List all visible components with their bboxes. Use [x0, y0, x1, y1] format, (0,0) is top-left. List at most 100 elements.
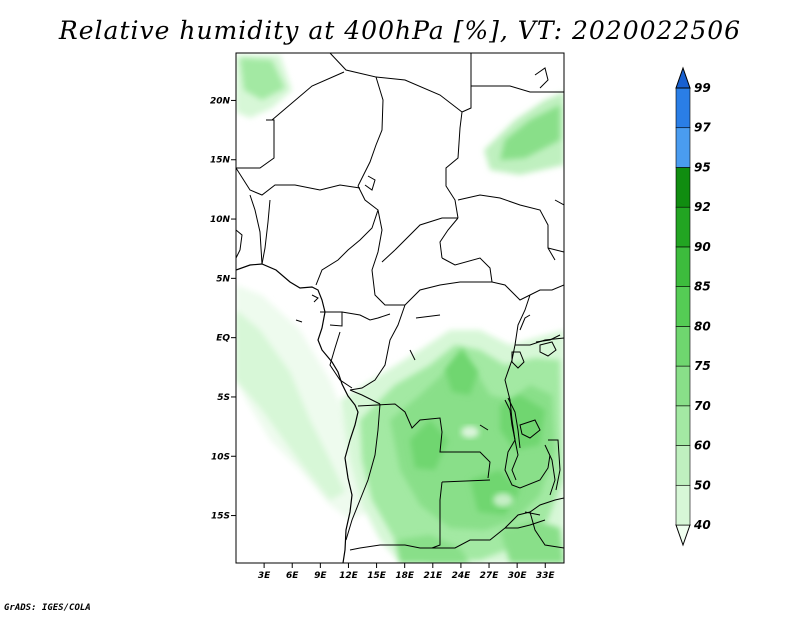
lat-tick-label: 5N — [216, 274, 230, 284]
boundary-line — [349, 389, 381, 405]
chart-title: Relative humidity at 400hPa [%], VT: 202… — [58, 16, 742, 45]
colorbar-label: 60 — [694, 439, 711, 453]
lake-outline — [507, 397, 521, 449]
boundary-line — [315, 185, 379, 286]
boundary-line — [514, 294, 531, 346]
lat-tick-label: 20N — [210, 96, 231, 106]
colorbar-bin — [675, 326, 691, 367]
boundary-line — [320, 311, 343, 327]
river-outline — [524, 511, 541, 516]
humidity-area-se-patch — [500, 520, 564, 563]
boundary-line — [381, 249, 396, 263]
river-outline — [364, 175, 376, 191]
boundary-line — [554, 199, 564, 206]
colorbar-bin — [675, 484, 691, 526]
colorbar-label: 80 — [694, 319, 711, 333]
colorbar: 40 50 60 70 75 80 85 90 92 95 97 99 — [675, 66, 711, 547]
lon-tick-label: 12E — [339, 571, 359, 581]
boundary-line — [371, 209, 405, 306]
boundary-line — [236, 167, 361, 196]
humidity-shading — [236, 55, 564, 563]
humidity-area-west-band — [236, 285, 372, 520]
boundary-line — [341, 311, 391, 321]
humidity-area-west-band-2 — [236, 310, 345, 500]
boundary-line — [471, 85, 564, 93]
lake-outline — [504, 399, 519, 481]
colorbar-bin — [675, 365, 691, 407]
lat-tick-label: 15N — [210, 156, 231, 166]
boundary-line — [394, 217, 458, 251]
lake-outline — [544, 444, 556, 496]
map-frame — [235, 52, 565, 564]
colorbar-max-triangle — [675, 66, 691, 89]
lake-outline — [511, 351, 525, 369]
boundary-line — [357, 403, 491, 479]
boundary-line — [236, 119, 275, 169]
boundary-line — [445, 53, 472, 219]
river-outline — [311, 294, 319, 303]
humidity-area-nw-core — [240, 58, 285, 100]
map-axes: 20N 15N 10N 5N EQ 5S 10S 15S 3E 6E 9E 12E 15E 18E 21E 2… — [210, 96, 556, 581]
lake-outline — [519, 419, 541, 439]
river-outline — [534, 67, 549, 89]
colorbar-bin — [675, 445, 691, 486]
boundary-line — [547, 247, 564, 253]
river-outline — [519, 314, 531, 331]
lon-tick-label: 6E — [286, 571, 299, 581]
colorbar-label: 92 — [694, 200, 711, 214]
lake-outline — [539, 341, 557, 357]
boundary-line — [349, 304, 406, 391]
country-boundaries — [236, 53, 564, 563]
lon-tick-label: 3E — [258, 571, 271, 581]
boundary-line — [441, 479, 491, 483]
lat-tick-label: EQ — [216, 334, 230, 344]
boundary-line — [329, 53, 384, 187]
boundary-line — [431, 481, 506, 549]
humidity-area-core-2 — [410, 420, 448, 470]
colorbar-bin — [675, 167, 691, 208]
boundary-line — [515, 337, 564, 346]
lon-tick-label: 24E — [452, 571, 472, 581]
lon-tick-label: 15E — [367, 571, 387, 581]
lon-tick-label: 21E — [423, 571, 443, 581]
boundary-line — [329, 331, 353, 389]
credit-text: GrADS: IGES/COLA — [4, 603, 91, 613]
boundary-line — [504, 497, 564, 529]
lat-tick-label: 10N — [210, 215, 231, 225]
boundary-line — [375, 76, 463, 113]
lat-tick-label: 5S — [217, 393, 230, 403]
colorbar-label: 40 — [693, 518, 711, 532]
colorbar-label: 85 — [694, 280, 711, 294]
boundary-line — [504, 344, 551, 489]
boundary-line — [404, 281, 531, 306]
river-outline — [415, 314, 441, 319]
colorbar-label: 99 — [694, 81, 711, 95]
colorbar-label: 75 — [694, 359, 711, 373]
lat-tick-label: 10S — [211, 452, 230, 462]
colorbar-min-triangle — [675, 524, 691, 547]
river-outline — [295, 319, 303, 323]
colorbar-label: 50 — [694, 478, 711, 492]
lat-tick-label: 15S — [211, 512, 230, 522]
river-outline — [236, 229, 243, 259]
humidity-area-core-1 — [445, 348, 478, 395]
boundary-line — [345, 403, 381, 541]
colorbar-label: 70 — [694, 399, 711, 413]
boundary-line — [249, 194, 263, 265]
humidity-area-ne-core — [500, 105, 560, 160]
colorbar-bin — [675, 286, 691, 327]
coastline — [236, 263, 359, 563]
boundary-line — [529, 284, 564, 296]
colorbar-bin — [675, 206, 691, 248]
boundary-line — [457, 194, 556, 261]
colorbar-bin — [675, 127, 691, 168]
lon-tick-label: 18E — [395, 571, 415, 581]
lon-tick-label: 9E — [314, 571, 327, 581]
dry-pocket-2 — [493, 493, 513, 507]
colorbar-bin — [675, 87, 691, 129]
colorbar-label: 90 — [694, 240, 711, 254]
colorbar-label: 95 — [694, 160, 711, 174]
boundary-line — [548, 439, 561, 491]
boundary-line — [271, 71, 345, 121]
